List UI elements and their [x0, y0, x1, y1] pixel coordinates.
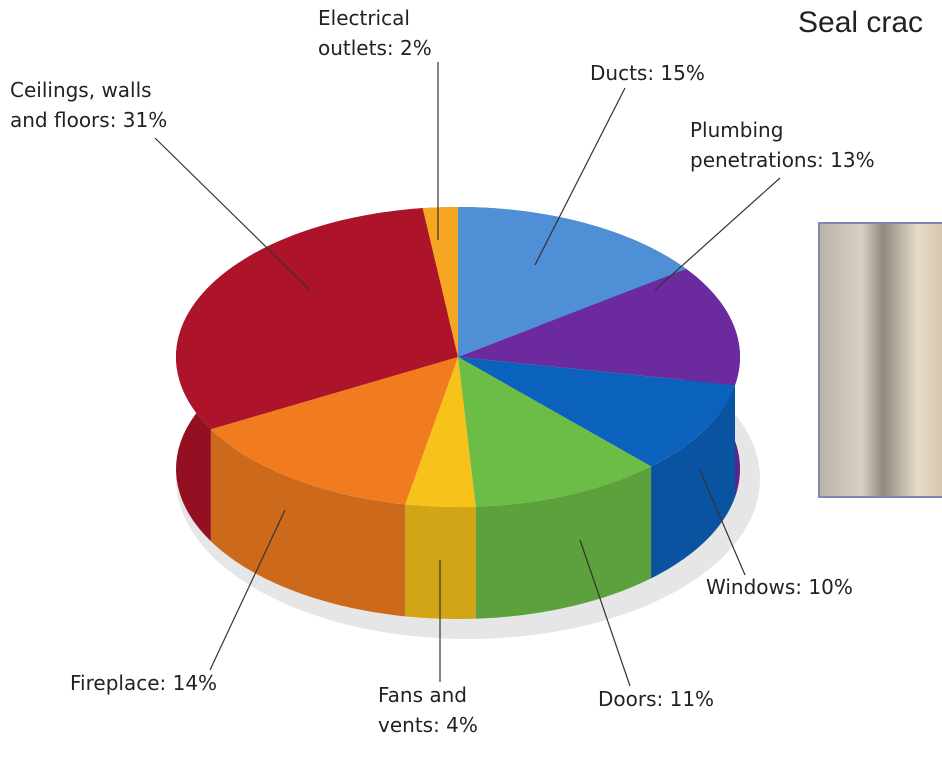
slice-label: Plumbing penetrations: 13%	[690, 118, 875, 172]
slice	[176, 208, 458, 430]
slice-label: Doors: 11%	[598, 687, 715, 711]
slice-label: Fireplace: 14%	[70, 671, 218, 695]
slice-label: Ceilings, walls and floors: 31%	[10, 78, 168, 132]
slice	[458, 357, 652, 507]
slice-side	[475, 466, 652, 619]
slice-label: Fans and vents: 4%	[378, 683, 478, 737]
slice	[210, 357, 458, 505]
slice	[458, 357, 736, 467]
leader-line	[154, 137, 311, 291]
slice-side	[210, 429, 406, 617]
slice-label: Electrical outlets: 2%	[318, 6, 432, 60]
photo	[818, 222, 942, 498]
slice-side	[651, 385, 736, 579]
slice	[458, 207, 687, 357]
slice	[458, 268, 741, 386]
slice	[405, 357, 476, 507]
leader-line	[579, 539, 631, 687]
slide-title: Seal crac	[798, 6, 924, 39]
leader-line	[654, 177, 781, 291]
leader-line	[699, 469, 746, 576]
slice-label: Ducts: 15%	[590, 61, 705, 85]
slice	[422, 207, 458, 357]
leader-line	[534, 87, 626, 266]
slice-label: Windows: 10%	[706, 575, 853, 599]
leader-line	[209, 509, 286, 671]
